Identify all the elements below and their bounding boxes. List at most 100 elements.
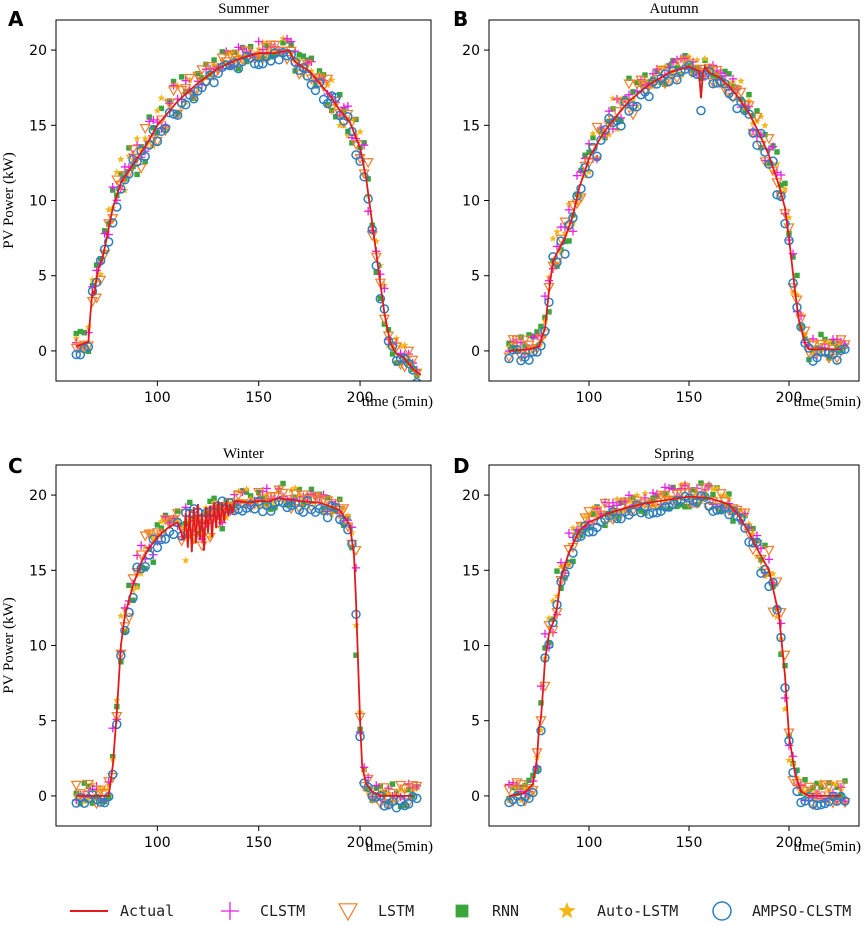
series-rnn <box>73 480 420 810</box>
marker-lstm <box>139 124 151 135</box>
marker-rnn <box>518 784 524 790</box>
marker-ampso_clstm <box>95 797 106 807</box>
marker-lstm <box>803 782 815 793</box>
series-auto_lstm <box>505 479 849 806</box>
marker-auto_lstm <box>117 612 125 620</box>
chart-title: Summer <box>218 1 269 17</box>
marker-lstm <box>253 488 265 499</box>
marker-lstm <box>791 295 803 306</box>
marker-auto_lstm <box>145 138 153 146</box>
series-auto_lstm <box>72 34 421 376</box>
marker-auto_lstm <box>549 596 557 605</box>
marker-rnn <box>255 55 262 62</box>
marker-rnn <box>546 309 552 315</box>
marker-auto_lstm <box>137 145 145 153</box>
marker-rnn <box>586 149 592 156</box>
x-tick-label: 100 <box>576 390 603 406</box>
marker-clstm <box>372 781 381 790</box>
marker-rnn <box>638 508 644 514</box>
marker-lstm <box>527 785 539 797</box>
marker-auto_lstm <box>96 784 105 792</box>
marker-lstm <box>623 79 635 90</box>
y-tick-label: 20 <box>462 488 480 504</box>
marker-rnn <box>268 506 274 512</box>
marker-ampso_clstm <box>387 341 398 352</box>
marker-lstm <box>147 135 159 146</box>
marker-lstm <box>70 780 82 791</box>
marker-auto_lstm <box>190 537 198 545</box>
marker-rnn <box>774 149 780 155</box>
chart-title: Winter <box>223 446 264 462</box>
marker-ampso_clstm <box>343 524 353 535</box>
marker-lstm <box>342 109 354 121</box>
marker-lstm <box>839 340 851 351</box>
series-rnn <box>506 480 848 804</box>
marker-auto_lstm <box>226 49 235 57</box>
marker-auto_lstm <box>400 341 409 349</box>
marker-auto_lstm <box>769 569 777 578</box>
marker-ampso_clstm <box>644 91 654 102</box>
marker-ampso_clstm <box>160 534 171 544</box>
marker-ampso_clstm <box>532 764 542 775</box>
x-tick-label: 200 <box>776 390 803 406</box>
marker-auto_lstm <box>785 213 793 221</box>
marker-ampso_clstm <box>660 69 670 79</box>
marker-lstm <box>394 780 407 792</box>
marker-rnn <box>158 525 165 531</box>
marker-ampso_clstm <box>164 107 175 118</box>
y-tick-label: 5 <box>38 714 47 730</box>
marker-rnn <box>93 262 100 268</box>
marker-auto_lstm <box>581 512 589 521</box>
marker-auto_lstm <box>149 533 158 541</box>
marker-rnn <box>802 777 808 783</box>
marker-auto_lstm <box>613 495 621 503</box>
marker-auto_lstm <box>222 513 231 521</box>
marker-auto_lstm <box>825 337 833 345</box>
marker-clstm <box>136 541 146 550</box>
marker-lstm <box>579 513 591 524</box>
marker-lstm <box>277 488 289 499</box>
marker-auto_lstm <box>781 705 789 713</box>
marker-clstm <box>181 503 190 512</box>
marker-auto_lstm <box>254 45 263 53</box>
marker-lstm <box>535 334 547 345</box>
marker-ampso_clstm <box>696 105 706 116</box>
marker-clstm <box>540 629 550 639</box>
marker-ampso_clstm <box>379 801 390 811</box>
marker-ampso_clstm <box>408 365 418 375</box>
marker-ampso_clstm <box>189 94 199 104</box>
marker-lstm <box>155 115 168 126</box>
marker-ampso_clstm <box>120 625 130 636</box>
marker-auto_lstm <box>307 67 316 75</box>
marker-rnn <box>522 343 528 349</box>
marker-clstm <box>776 170 786 180</box>
legend-label: LSTM <box>378 902 415 920</box>
marker-rnn <box>174 508 181 514</box>
y-tick-label: 15 <box>462 118 480 134</box>
marker-auto_lstm <box>585 168 593 176</box>
marker-lstm <box>172 109 184 120</box>
marker-rnn <box>814 780 820 787</box>
legend-marker-auto_lstm <box>558 902 576 919</box>
marker-rnn <box>353 652 359 658</box>
series-actual-line <box>76 497 413 797</box>
plot-area <box>503 479 851 811</box>
marker-lstm <box>519 335 531 346</box>
marker-auto_lstm <box>549 234 557 242</box>
marker-rnn <box>674 64 680 71</box>
marker-ampso_clstm <box>359 172 369 182</box>
marker-ampso_clstm <box>108 218 118 228</box>
marker-ampso_clstm <box>584 527 594 537</box>
axes-frame <box>55 19 432 382</box>
marker-rnn <box>758 557 764 563</box>
marker-ampso_clstm <box>322 512 333 523</box>
marker-lstm <box>99 789 111 800</box>
marker-rnn <box>178 74 185 80</box>
marker-rnn <box>296 52 302 58</box>
marker-clstm <box>504 780 514 789</box>
marker-auto_lstm <box>801 788 809 796</box>
marker-auto_lstm <box>649 501 657 509</box>
marker-lstm <box>811 785 823 796</box>
marker-rnn <box>85 783 92 790</box>
marker-ampso_clstm <box>286 49 296 60</box>
